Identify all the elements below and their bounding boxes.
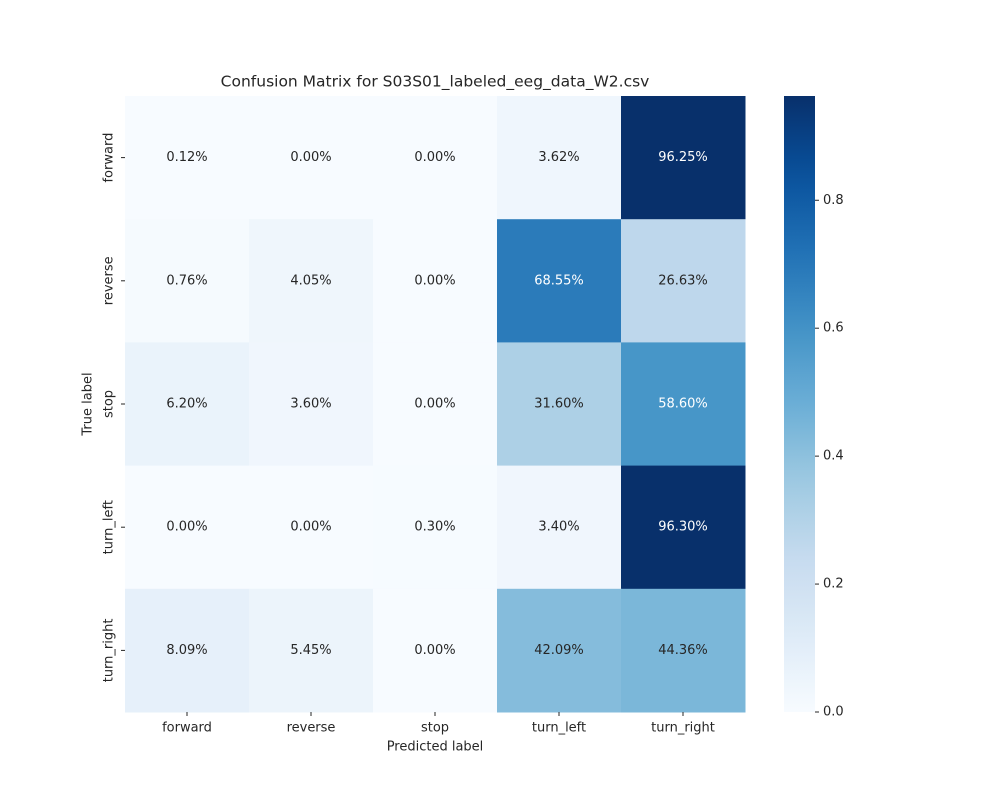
cell-label: 96.25% [658,150,708,165]
cell-label: 0.00% [414,643,455,658]
heatmap-cell [373,219,498,343]
y-tick-label: turn_right [102,619,117,683]
cell-label: 3.40% [538,520,579,535]
cell-label: 5.45% [290,643,331,658]
cell-label: 42.09% [534,643,584,658]
heatmap-cell [249,342,374,467]
heatmap-cell [125,465,250,590]
colorbar-tick-label: 0.4 [823,449,844,464]
heatmap-cell [125,588,250,713]
x-tick-label: forward [162,721,212,736]
cell-label: 44.36% [658,643,708,658]
heatmap-cell [497,465,622,590]
heatmap-cell [125,96,250,220]
cell-label: 4.05% [290,273,331,288]
cell-label: 0.00% [414,150,455,165]
cell-label: 0.00% [290,150,331,165]
cell-label: 0.00% [290,520,331,535]
heatmap-cell [125,219,250,343]
cell-label: 58.60% [658,397,708,412]
cell-label: 0.12% [166,150,207,165]
x-tick-label: turn_left [532,721,586,736]
heatmap-cell [621,342,746,467]
x-tick-label: stop [421,721,449,736]
cell-label: 0.76% [166,273,207,288]
heatmap-cell [249,219,374,343]
heatmap-cell [497,96,622,220]
colorbar-tick-label: 0.6 [823,321,844,336]
colorbar [784,96,815,712]
x-tick-label: turn_right [651,721,715,736]
heatmap-cell [249,465,374,590]
cell-label: 26.63% [658,273,708,288]
cell-label: 0.00% [166,520,207,535]
heatmap-cell [497,588,622,713]
cell-label: 3.60% [290,397,331,412]
x-tick-label: reverse [287,721,336,736]
heatmap-cell [125,342,250,467]
cell-label: 3.62% [538,150,579,165]
y-tick-label: reverse [102,256,117,305]
x-axis-label: Predicted label [387,740,484,755]
y-tick-label: stop [102,390,117,418]
y-axis-label: True label [81,372,96,436]
heatmap-cell [373,465,498,590]
cell-label: 6.20% [166,397,207,412]
cell-label: 31.60% [534,397,584,412]
heatmap-cell [497,342,622,467]
y-tick-label: forward [102,133,117,183]
heatmap-cell [621,588,746,713]
heatmap-cell [373,588,498,713]
colorbar-tick-label: 0.2 [823,577,844,592]
heatmap-cell [249,588,374,713]
cell-label: 0.30% [414,520,455,535]
heatmap-cell [373,342,498,467]
colorbar-tick-label: 0.8 [823,193,844,208]
heatmap-cell [497,219,622,343]
heatmap-cell [621,96,746,220]
y-tick-label: turn_left [102,500,117,554]
heatmap-cell [621,219,746,343]
cell-label: 0.00% [414,397,455,412]
heatmap-cell [621,465,746,590]
cell-label: 0.00% [414,273,455,288]
cell-label: 68.55% [534,273,584,288]
chart-title: Confusion Matrix for S03S01_labeled_eeg_… [221,73,650,92]
cell-label: 8.09% [166,643,207,658]
heatmap-cell [249,96,374,220]
cell-label: 96.30% [658,520,708,535]
heatmap-cell [373,96,498,220]
colorbar-tick-label: 0.0 [823,705,844,720]
